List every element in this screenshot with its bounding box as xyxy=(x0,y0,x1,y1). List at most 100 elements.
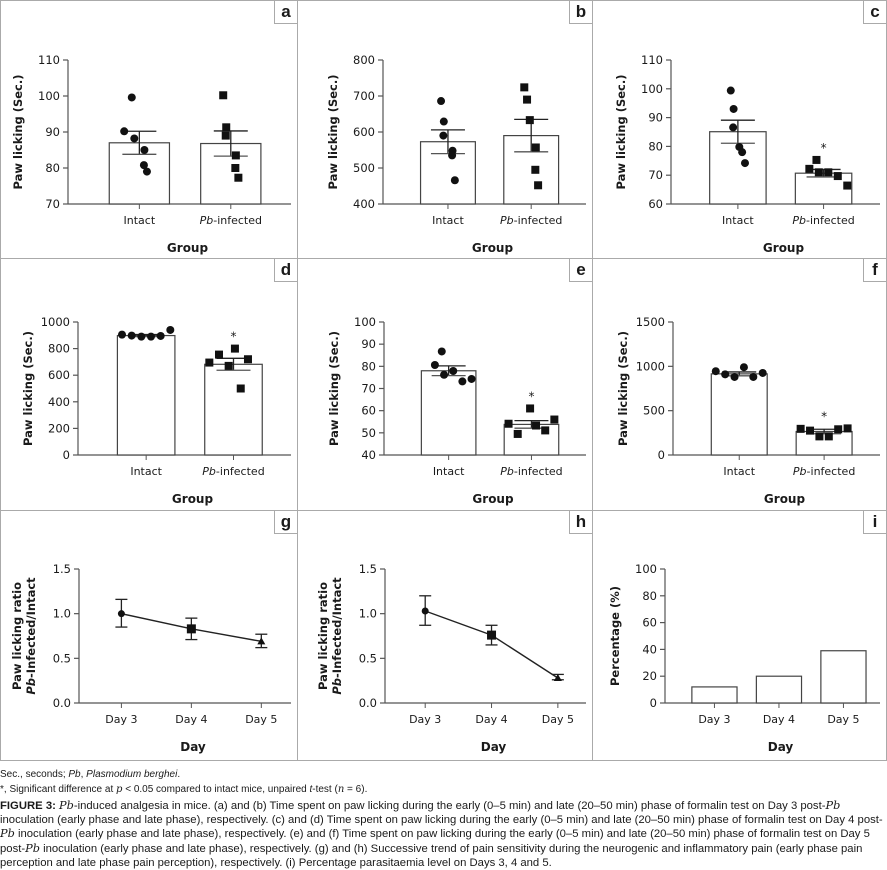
chart-f: 0 500 1000 1500 Paw licking (Sec.) Group Intac… xyxy=(616,315,880,506)
data-point xyxy=(219,91,228,100)
y-tick-label: 20 xyxy=(642,669,657,683)
caption-text: inoculation (early phase and late phase)… xyxy=(0,814,883,827)
abbreviations-note: Sec., seconds; Pb, Plasmodium berghei. xyxy=(0,768,887,781)
data-point xyxy=(243,355,252,364)
sig-text: = 6). xyxy=(344,784,368,795)
x-axis-label: Group xyxy=(472,492,514,506)
data-point xyxy=(166,325,175,334)
data-point xyxy=(430,361,439,370)
data-point xyxy=(127,93,136,102)
bar xyxy=(710,373,768,456)
data-point xyxy=(812,155,821,164)
sig-n: n xyxy=(337,784,345,795)
data-point xyxy=(758,368,767,377)
sig-text: -test ( xyxy=(312,784,338,795)
y-tick-label: 0.0 xyxy=(53,696,71,710)
data-point xyxy=(721,370,730,379)
data-point xyxy=(726,86,735,95)
y-tick-label: 60 xyxy=(361,404,376,418)
y-tick-label: 200 xyxy=(48,421,70,435)
x-tick-label: Intact xyxy=(432,214,464,227)
y-tick-label: 80 xyxy=(45,161,60,175)
bar xyxy=(820,650,867,704)
panel-a: a 70 80 90 100 110 Paw licking (Sec.) Group Inta… xyxy=(0,0,298,259)
x-tick-label-italic: Pb xyxy=(200,214,214,227)
chart-d: 0 200 400 600 800 1000 Paw licking (Sec.) Group… xyxy=(21,315,291,506)
panel-label: e xyxy=(569,258,593,282)
panel-h: h 0.0 0.5 1.0 1.5 Paw licking ratio Pb-Infecte… xyxy=(297,510,593,761)
y-tick-label: 60 xyxy=(642,616,657,630)
panel-label: g xyxy=(274,510,298,534)
x-tick-label: Pb-infected xyxy=(202,465,264,478)
y-tick-label: 800 xyxy=(353,53,375,67)
caption-pb: Pb xyxy=(0,827,15,841)
data-point xyxy=(127,331,136,340)
x-axis-label: Group xyxy=(472,241,514,255)
y-tick-label: 100 xyxy=(641,82,663,96)
chart-b: 400 500 600 700 800 Paw licking (Sec.) Group In… xyxy=(326,53,586,255)
data-point xyxy=(520,83,529,92)
y-tick-label: 90 xyxy=(45,125,60,139)
x-tick-label: Pb-infected xyxy=(792,214,854,227)
x-tick-label: Pb-infected xyxy=(793,465,855,478)
data-point xyxy=(421,607,429,615)
caption-label: FIGURE 3: xyxy=(0,800,59,812)
y-tick-label: 70 xyxy=(45,197,60,211)
x-tick-label: Day 3 xyxy=(105,713,137,726)
x-tick-label-rest: -infected xyxy=(806,214,855,227)
x-tick-label: Day 4 xyxy=(763,713,795,726)
x-tick-label-italic: Pb xyxy=(202,465,216,478)
significance-star: * xyxy=(821,141,827,155)
significance-star: * xyxy=(821,409,827,423)
y-tick-label: 0.5 xyxy=(53,651,71,665)
data-point xyxy=(137,332,146,341)
x-tick-label-italic: Pb xyxy=(792,214,806,227)
x-tick-label: Pb-infected xyxy=(500,465,562,478)
data-point xyxy=(439,131,448,140)
y-tick-label: 90 xyxy=(361,337,376,351)
x-tick-label: Pb-infected xyxy=(500,214,562,227)
x-tick-label-italic: Pb xyxy=(793,465,807,478)
y-axis-label: Paw licking (Sec.) xyxy=(21,331,35,446)
x-tick-label: Intact xyxy=(723,465,755,478)
y-tick-label: 600 xyxy=(48,368,70,382)
y-tick-label: 1000 xyxy=(636,359,665,373)
data-point xyxy=(513,429,522,438)
y-axis-label: Percentage (%) xyxy=(608,586,622,686)
data-point xyxy=(843,424,852,433)
abbrev-sep: , xyxy=(80,769,87,780)
y-axis-label: Paw licking (Sec.) xyxy=(614,75,628,190)
y-tick-label: 110 xyxy=(641,53,663,67)
x-tick-label-rest: -infected xyxy=(807,465,856,478)
data-point xyxy=(749,372,758,381)
x-tick-label-rest: -infected xyxy=(514,214,563,227)
panel-i: i 0 20 40 60 80 100 Percentage (%) Day Day 3 Day 4… xyxy=(592,510,887,761)
bar xyxy=(503,423,560,456)
data-point xyxy=(739,363,748,372)
data-point xyxy=(222,123,231,132)
x-tick-label: Day 5 xyxy=(245,713,277,726)
data-point xyxy=(824,168,833,177)
abbrev-text: Sec., seconds; xyxy=(0,769,69,780)
panel-f: f 0 500 1000 1500 Paw licking (Sec.) Group Inta… xyxy=(592,258,887,511)
y-axis-label-italic: Pb xyxy=(24,678,38,695)
y-axis-label: Paw licking (Sec.) xyxy=(616,331,630,446)
data-point xyxy=(236,384,245,393)
figure-notes: Sec., seconds; Pb, Plasmodium berghei. *… xyxy=(0,768,887,798)
data-point xyxy=(550,415,559,424)
data-point xyxy=(843,181,852,190)
y-tick-label: 0 xyxy=(63,448,70,462)
sig-text: , Significant difference at xyxy=(3,784,117,795)
data-point xyxy=(526,404,535,413)
x-tick-label: Day 4 xyxy=(475,713,507,726)
data-point xyxy=(729,104,738,113)
bar xyxy=(204,363,263,456)
y-tick-label: 1500 xyxy=(636,315,665,329)
data-point xyxy=(796,424,805,433)
x-tick-label-rest: -infected xyxy=(213,214,262,227)
x-axis-label: Day xyxy=(768,740,794,754)
sig-p: p xyxy=(116,784,123,795)
y-tick-label: 100 xyxy=(354,315,376,329)
y-tick-label: 400 xyxy=(353,197,375,211)
bar xyxy=(691,686,738,704)
